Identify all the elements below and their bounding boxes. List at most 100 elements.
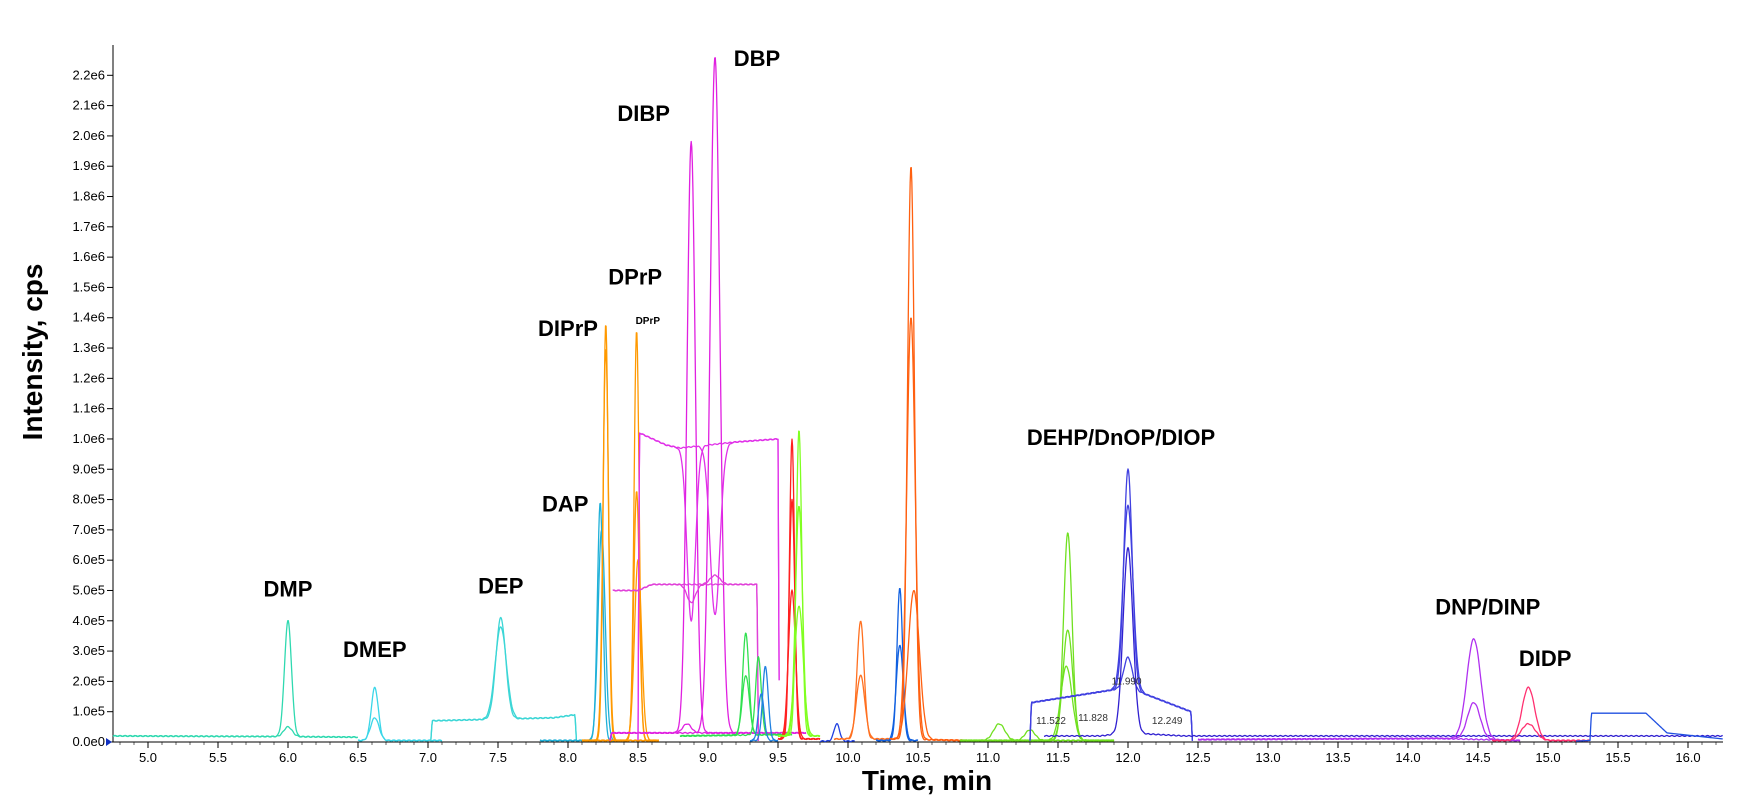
y-tick-label: 1.0e6 [72, 431, 105, 446]
x-tick-label: 7.5 [489, 750, 507, 765]
series-line [112, 620, 358, 739]
y-tick-label: 1.9e6 [72, 158, 105, 173]
x-tick-label: 13.5 [1325, 750, 1350, 765]
y-tick-label: 1.1e6 [72, 401, 105, 416]
series-line [581, 349, 659, 742]
peak-label: DIDP [1519, 646, 1572, 671]
y-tick-label: 0.0e0 [72, 734, 105, 749]
y-tick-label: 2.0e5 [72, 673, 105, 688]
series-line [679, 632, 793, 738]
y-tick-label: 1.4e6 [72, 310, 105, 325]
series-line [777, 430, 821, 738]
y-tick-label: 1.5e6 [72, 279, 105, 294]
y-tick-label: 1.7e6 [72, 219, 105, 234]
peak-label: DMEP [343, 637, 407, 662]
y-tick-label: 1.8e6 [72, 189, 105, 204]
series-line [833, 674, 891, 741]
x-tick-label: 8.0 [559, 750, 577, 765]
series-line [889, 589, 967, 742]
retention-time-label: 11.522 [1036, 716, 1066, 727]
x-tick-label: 9.0 [699, 750, 717, 765]
series-line [581, 332, 660, 742]
x-tick-label: 12.0 [1115, 750, 1140, 765]
axes: 5.0 5.5 6.0 6.5 7.0 7.5 8.0 8.5 9.0 9.5 10.0 10.5 11… [72, 45, 1723, 765]
x-tick-label: 9.5 [769, 750, 787, 765]
retention-time-label: 11.990 [1112, 676, 1142, 687]
y-tick-label: 4.0e5 [72, 613, 105, 628]
series-line [637, 432, 780, 741]
y-tick-label: 8.0e5 [72, 492, 105, 507]
series-line [959, 665, 1115, 742]
series-line [609, 723, 807, 741]
peak-label: DPrP [608, 264, 662, 289]
y-tick-label: 9.0e5 [72, 461, 105, 476]
x-tick-label: 11.5 [1046, 750, 1070, 765]
series-line [612, 574, 760, 741]
x-tick-label: 15.5 [1605, 750, 1630, 765]
peak-label: DPrP [636, 316, 661, 327]
series-line [1043, 546, 1723, 738]
series-line [1575, 712, 1723, 742]
x-tick-label: 10.0 [835, 750, 860, 765]
x-tick-label: 14.5 [1465, 750, 1490, 765]
series-line [581, 559, 659, 742]
x-tick-label: 11.0 [976, 750, 1000, 765]
x-tick-label: 12.5 [1185, 750, 1210, 765]
y-tick-label: 1.6e6 [72, 249, 105, 264]
series-line [749, 665, 779, 742]
series-line [679, 675, 793, 738]
series-line [581, 325, 659, 742]
x-tick-label: 13.0 [1255, 750, 1280, 765]
series-line [749, 693, 779, 742]
series-line [777, 589, 821, 741]
x-tick-label: 14.0 [1395, 750, 1420, 765]
series-line [1197, 737, 1521, 742]
x-tick-label: 6.5 [349, 750, 367, 765]
y-tick-label: 2.0e6 [72, 128, 105, 143]
series-line [357, 686, 443, 742]
series-line [679, 656, 793, 737]
peak-label: DEHP/DnOP/DIOP [1027, 425, 1215, 450]
x-tick-label: 15.0 [1535, 750, 1560, 765]
origin-marker [106, 738, 112, 746]
y-tick-label: 1.0e5 [72, 704, 105, 719]
series-line [1029, 468, 1194, 741]
x-axis-title: Time, min [862, 765, 992, 796]
y-tick-label: 7.0e5 [72, 522, 105, 537]
series-line [1029, 656, 1194, 741]
x-tick-label: 7.0 [419, 750, 437, 765]
series-line [1029, 504, 1194, 741]
peak-annotations: DMP DMEP DEP DAP DIPrP DPrP DPrP DIBP DBP DEHP/Dn… [264, 46, 1572, 727]
series-line [777, 498, 821, 741]
peak-label: DIPrP [538, 316, 598, 341]
series-line [959, 532, 1115, 742]
y-tick-label: 2.2e6 [72, 67, 105, 82]
x-tick-label: 8.5 [629, 750, 647, 765]
series-line [112, 725, 359, 739]
x-tick-label: 6.0 [279, 750, 297, 765]
x-tick-label: 16.0 [1675, 750, 1700, 765]
series-line [819, 723, 856, 743]
y-tick-label: 5.0e5 [72, 582, 105, 597]
series-line [581, 491, 659, 742]
series-line [1491, 722, 1591, 742]
peak-label: DNP/DINP [1435, 595, 1540, 620]
peak-label: DAP [542, 492, 588, 517]
series-line [777, 438, 821, 741]
series-line [777, 605, 821, 738]
series-line [777, 505, 821, 738]
retention-time-label: 12.249 [1152, 716, 1183, 727]
series-line [357, 717, 443, 742]
retention-time-label: 11.828 [1078, 713, 1108, 724]
peak-label: DBP [734, 46, 780, 71]
series-line [875, 644, 919, 742]
y-tick-label: 6.0e5 [72, 552, 105, 567]
x-tick-label: 5.5 [209, 750, 227, 765]
y-axis-title: Intensity, cps [17, 264, 48, 441]
peak-label: DMP [264, 577, 313, 602]
peak-label: DEP [478, 574, 523, 599]
x-tick-label: 10.5 [905, 750, 930, 765]
series-line [1197, 702, 1521, 742]
series-line [430, 626, 578, 741]
